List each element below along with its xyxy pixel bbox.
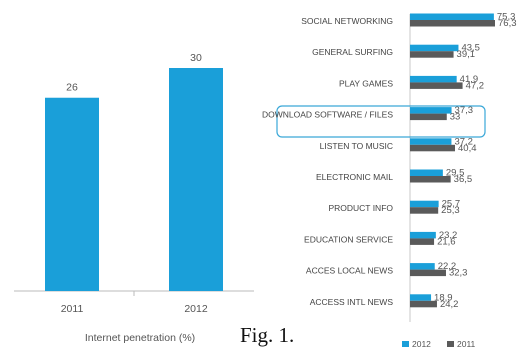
bar-2012 — [410, 76, 457, 83]
category-label: PRODUCT INFO — [328, 203, 393, 213]
data-label-2011: 36,5 — [454, 174, 473, 185]
data-label-2011: 32,3 — [449, 268, 468, 279]
category-label: ACCESS INTL NEWS — [310, 297, 394, 307]
tick-label-2011: 2011 — [61, 303, 84, 315]
category-label: DOWNLOAD SOFTWARE / FILES — [262, 110, 393, 120]
bar-2012 — [410, 14, 494, 21]
category-label: SOCIAL NETWORKING — [301, 16, 393, 26]
bar-2012 — [410, 232, 436, 239]
data-label-2011: 76,3 — [498, 18, 517, 29]
category-label: LISTEN TO MUSIC — [320, 141, 393, 151]
category-label: ELECTRONIC MAIL — [316, 172, 393, 182]
data-label-2011: 24,2 — [440, 299, 459, 310]
data-label-2011: 26 — [66, 82, 78, 94]
category-label: PLAY GAMES — [339, 78, 393, 88]
internet-penetration-chart: Internet penetration (%) — [14, 291, 254, 344]
bar-2011 — [410, 176, 451, 183]
category-label: GENERAL SURFING — [312, 47, 393, 57]
bar-2012 — [410, 170, 443, 177]
legend-label-2011: 2011 — [457, 339, 476, 349]
data-label-2011: 40,4 — [458, 143, 477, 154]
bar-2011 — [410, 238, 434, 245]
legend-label-2012: 2012 — [412, 339, 431, 349]
legend-swatch-2011 — [447, 341, 454, 347]
category-label: EDUCATION SERVICE — [304, 234, 393, 244]
bar-2012 — [410, 138, 451, 145]
bar-2012 — [410, 201, 439, 208]
bar-2011 — [410, 114, 447, 121]
bar-2012 — [169, 68, 223, 291]
bar-2011 — [410, 20, 495, 27]
tick-label-2012: 2012 — [184, 303, 208, 315]
bar-2012 — [410, 294, 431, 301]
legend: 2012 2011 — [402, 339, 476, 349]
data-label-2011: 25,3 — [441, 205, 460, 216]
bar-2011 — [410, 145, 455, 152]
data-label-2011: 33 — [450, 112, 461, 123]
bar-2011 — [410, 301, 437, 308]
bar-2011 — [45, 98, 99, 291]
figure-caption: Fig. 1. — [240, 323, 294, 347]
bar-2011 — [410, 82, 463, 89]
x-axis-label: Internet penetration (%) — [85, 332, 195, 344]
bar-2011 — [410, 51, 454, 58]
bar-2012 — [410, 45, 458, 52]
legend-swatch-2012 — [402, 341, 409, 347]
category-label: ACCES LOCAL NEWS — [306, 266, 393, 276]
data-label-2012: 30 — [190, 52, 202, 64]
data-label-2011: 21,6 — [437, 236, 456, 247]
bar-2012 — [410, 107, 452, 114]
bar-2012 — [410, 263, 435, 270]
bar-2011 — [410, 270, 446, 277]
bar-2011 — [410, 207, 438, 214]
data-label-2011: 47,2 — [466, 80, 485, 91]
data-label-2011: 39,1 — [457, 49, 476, 60]
